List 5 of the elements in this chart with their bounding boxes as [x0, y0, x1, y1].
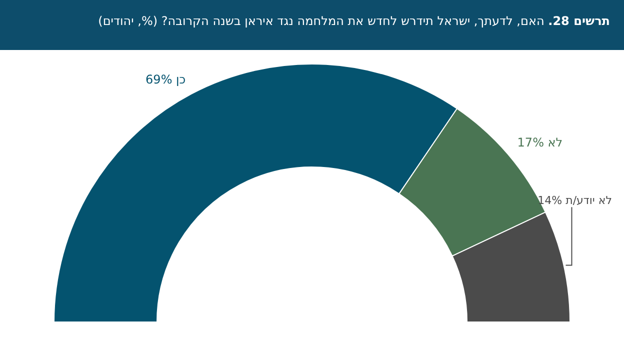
slice-label: לא יודע/ת 14% [538, 194, 612, 208]
slice-label: לא 17% [517, 136, 563, 150]
chart-title: תרשים 28. [548, 14, 610, 28]
slice-label: כן 69% [146, 72, 186, 86]
chart-subtitle: האם, לדעתך, ישראל תידרש לחדש את המלחמה נגד איראן בשנה הקרובה? (%, יהודים) [98, 14, 544, 28]
